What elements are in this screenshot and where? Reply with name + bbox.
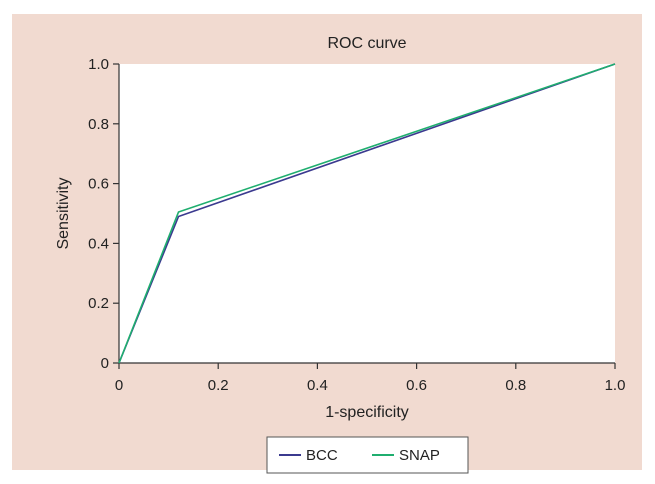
- x-tick-label: 0.8: [505, 377, 526, 394]
- x-tick-label: 0.4: [307, 377, 328, 394]
- y-tick-label: 0.2: [88, 295, 109, 312]
- x-axis-title: 1-specificity: [325, 404, 409, 421]
- x-tick-label: 0.2: [208, 377, 229, 394]
- x-tick-label: 0.6: [406, 377, 427, 394]
- x-tick-label: 0: [115, 377, 123, 394]
- y-tick-label: 0: [101, 355, 109, 372]
- axes: 0 0.2 0.4 0.6 0.8 1.0 0 0.2 0.4 0.6 0.8 1.0: [88, 56, 625, 394]
- y-tick-label: 0.6: [88, 176, 109, 193]
- chart-title: ROC curve: [327, 35, 406, 52]
- series-line-snap: [118, 63, 616, 364]
- y-tick-label: 0.8: [88, 116, 109, 133]
- legend: BCC SNAP: [266, 436, 469, 474]
- legend-label-bcc: BCC: [306, 447, 338, 464]
- plot-area: [119, 64, 615, 363]
- y-tick-label: 0.4: [88, 235, 109, 252]
- legend-label-snap: SNAP: [399, 447, 440, 464]
- y-tick-label: 1.0: [88, 56, 109, 73]
- y-axis-title: Sensitivity: [55, 177, 72, 249]
- series-layer: [118, 63, 616, 364]
- x-tick-label: 1.0: [605, 377, 626, 394]
